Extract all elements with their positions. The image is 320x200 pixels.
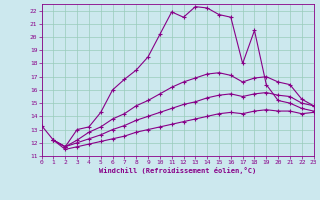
X-axis label: Windchill (Refroidissement éolien,°C): Windchill (Refroidissement éolien,°C) — [99, 167, 256, 174]
